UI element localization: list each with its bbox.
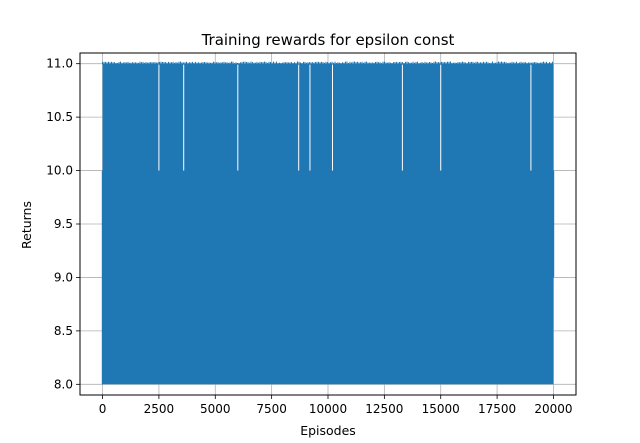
chart-title: Training rewards for epsilon const [201,31,455,49]
y-tick-label: 9.0 [54,270,73,284]
x-tick-label: 2500 [144,402,175,416]
x-tick-label: 12500 [365,402,403,416]
x-tick-label: 7500 [256,402,287,416]
y-tick-label: 8.5 [54,324,73,338]
x-tick-label: 10000 [309,402,347,416]
y-tick-label: 10.0 [46,164,73,178]
series-band [102,63,554,385]
series-line-returns [101,61,555,385]
series-top-edge [102,61,553,65]
x-tick-label: 17500 [478,402,516,416]
x-tick-label: 0 [99,402,107,416]
y-tick-label: 9.5 [54,217,73,231]
y-tick-label: 10.5 [46,110,73,124]
y-tick-label: 8.0 [54,377,73,391]
y-axis-ticks: 8.0 8.5 9.0 9.5 10.0 10.5 11.0 [46,57,80,391]
x-tick-label: 15000 [422,402,460,416]
x-tick-label: 20000 [534,402,572,416]
x-axis-ticks: 0 2500 5000 7500 10000 12500 15000 17500 20000 [99,395,573,416]
y-axis-label: Returns [19,201,34,249]
x-tick-label: 5000 [200,402,231,416]
x-axis-label: Episodes [300,423,356,438]
y-tick-label: 11.0 [46,57,73,71]
